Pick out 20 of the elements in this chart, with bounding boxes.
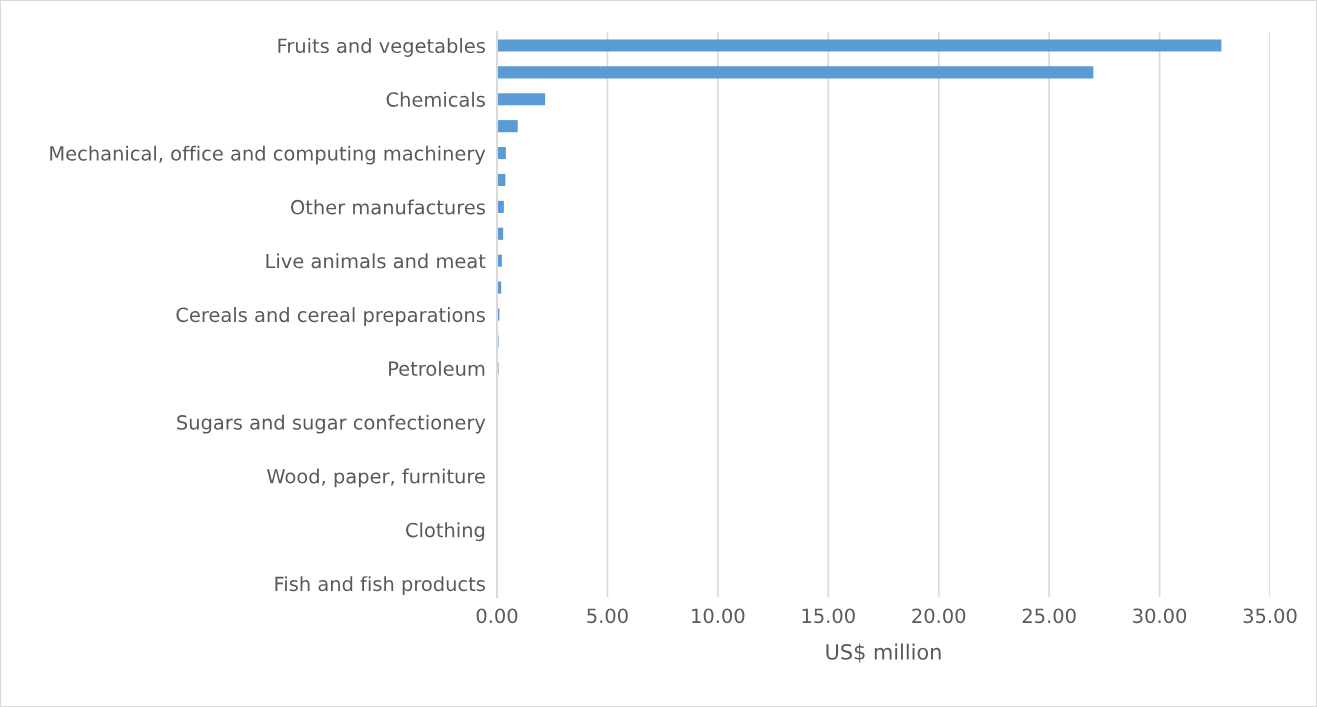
x-tick-label: 5.00 <box>587 608 628 624</box>
x-tick-label: 25.00 <box>1022 608 1076 624</box>
x-tick-label: 35.00 <box>1243 608 1297 624</box>
y-tick-label: Petroleum <box>389 360 485 376</box>
y-tick-label: Clothing <box>406 522 485 542</box>
y-tick-label: Fish and fish products <box>275 576 485 595</box>
y-tick-label: Fruits and vegetables <box>278 38 485 57</box>
x-tick-label: 10.00 <box>692 608 745 624</box>
y-tick-label: Chemicals <box>386 91 485 107</box>
y-tick-label: Live animals and meat <box>266 253 486 269</box>
y-tick-label: Cereals and cereal preparations <box>176 307 485 326</box>
x-tick-label: 30.00 <box>1133 608 1187 624</box>
x-axis-title: US$ million <box>826 643 941 663</box>
y-tick-label: Other manufactures <box>291 199 485 215</box>
x-tick-label: 20.00 <box>912 608 966 624</box>
y-tick-label: Wood, paper, furniture <box>267 468 485 488</box>
x-tick-label: 15.00 <box>802 608 855 624</box>
y-tick-label: Sugars and sugar confectionery <box>177 414 486 434</box>
x-tick-label: 0.00 <box>476 608 518 624</box>
y-tick-label: Mechanical, office and computing machinery <box>50 145 486 165</box>
